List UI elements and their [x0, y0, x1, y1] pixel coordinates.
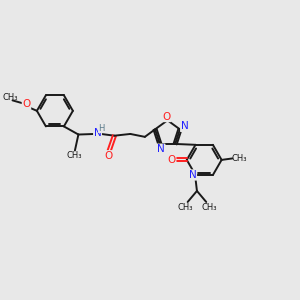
- Text: N: N: [181, 122, 188, 131]
- Text: O: O: [168, 155, 176, 165]
- Text: CH₃: CH₃: [201, 203, 217, 212]
- Text: N: N: [94, 128, 101, 138]
- Text: O: O: [104, 151, 112, 161]
- Text: O: O: [22, 99, 31, 109]
- Text: N: N: [157, 144, 165, 154]
- Text: CH₃: CH₃: [3, 93, 18, 102]
- Text: CH₃: CH₃: [231, 154, 247, 163]
- Text: N: N: [189, 170, 196, 180]
- Text: O: O: [163, 112, 171, 122]
- Text: CH₃: CH₃: [178, 203, 193, 212]
- Text: CH₃: CH₃: [66, 151, 82, 160]
- Text: H: H: [98, 124, 105, 133]
